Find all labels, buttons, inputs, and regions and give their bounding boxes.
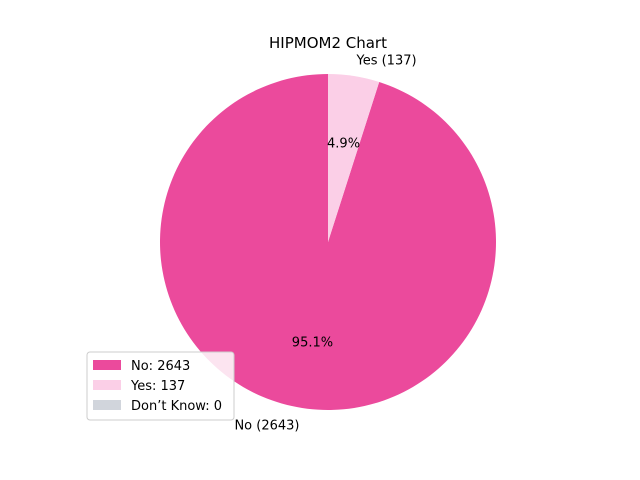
legend-swatch-no — [93, 360, 121, 370]
pie-labels: 95.1% No (2643) 4.9% Yes (137) — [234, 53, 416, 433]
legend-label-yes: Yes: 137 — [130, 379, 185, 394]
percent-label-no: 95.1% — [292, 336, 333, 351]
percent-label-yes: 4.9% — [327, 136, 360, 151]
legend-label-no: No: 2643 — [131, 359, 190, 374]
pie-slice-yes — [328, 74, 380, 242]
legend-swatch-don-t-know — [93, 400, 121, 410]
outer-label-yes: Yes (137) — [355, 53, 416, 68]
legend: No: 2643 Yes: 137 Don’t Know: 0 — [86, 351, 235, 421]
pie-slices — [160, 74, 496, 410]
chart-title: HIPMOM2 Chart — [269, 34, 387, 52]
outer-label-no: No (2643) — [234, 419, 299, 434]
legend-label-don-t-know: Don’t Know: 0 — [131, 399, 222, 414]
legend-box — [86, 351, 235, 421]
legend-swatch-yes — [93, 380, 121, 390]
